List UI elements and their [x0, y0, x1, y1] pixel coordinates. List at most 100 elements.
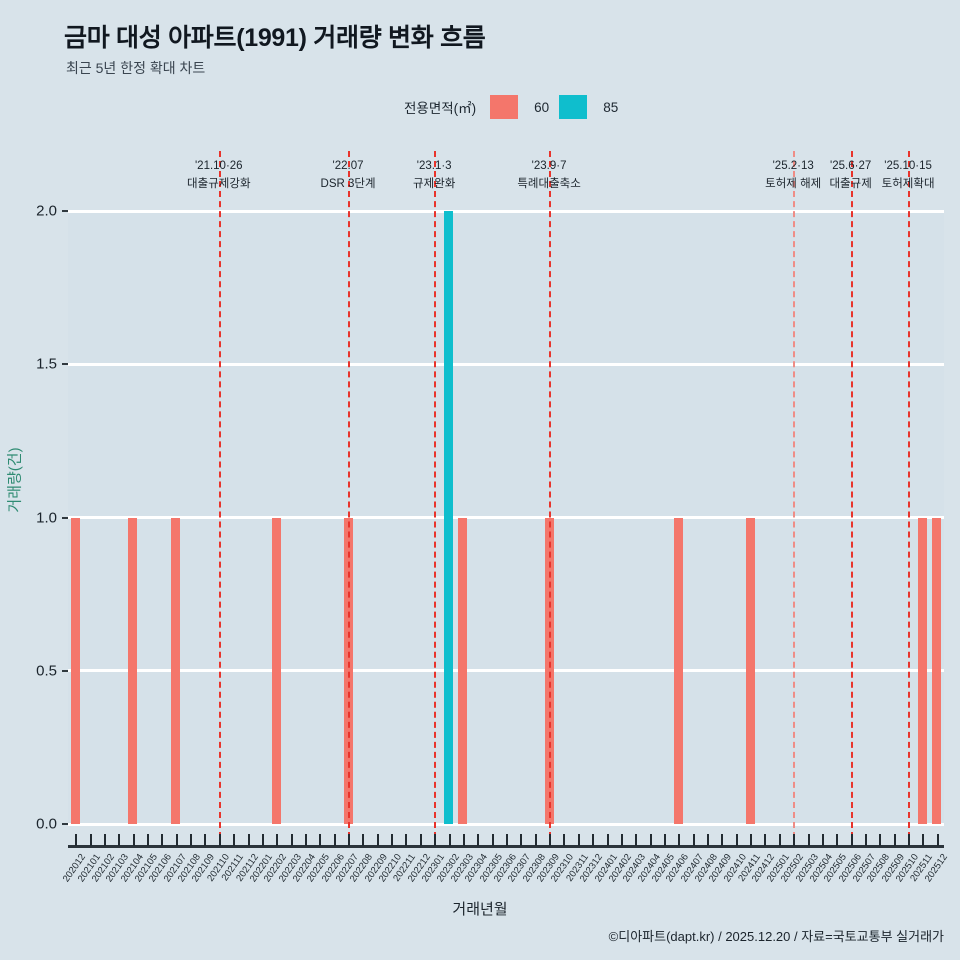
bar[interactable]: [444, 211, 454, 824]
legend-label: 60: [534, 99, 550, 115]
x-axis-tick-mark: [233, 834, 236, 846]
bar[interactable]: [171, 517, 181, 824]
x-axis-line: [68, 845, 944, 848]
bar[interactable]: [128, 517, 138, 824]
x-axis-tick-mark: [103, 834, 106, 846]
legend-item-60[interactable]: 60: [490, 95, 549, 119]
annotation-line: [434, 151, 437, 848]
x-axis-tick-mark: [190, 834, 193, 846]
x-axis-tick-mark: [893, 834, 896, 846]
x-axis-tick-mark: [620, 834, 623, 846]
y-axis-tick-mark: [62, 516, 68, 519]
annotation-line: [218, 151, 221, 848]
bar[interactable]: [745, 517, 755, 824]
x-axis-tick-mark: [663, 834, 666, 846]
annotation-date: '21.10·26: [194, 160, 243, 172]
gridline: [68, 669, 944, 673]
y-axis-label: 거래량(건): [6, 447, 24, 513]
x-axis-tick-mark: [563, 834, 566, 846]
annotation-text: DSR 3단계: [320, 177, 376, 190]
x-axis-tick-mark: [735, 834, 738, 846]
x-axis-tick-mark: [319, 834, 322, 846]
x-axis-tick-mark: [89, 834, 92, 846]
x-axis-tick-mark: [491, 834, 494, 846]
annotation-label: '21.10·26 대출규제강화: [187, 158, 250, 194]
annotation-label: '25.10·15 토허제확대: [882, 158, 935, 194]
annotation-date: '23.9·7: [531, 160, 567, 172]
annotation-line: [348, 151, 351, 848]
x-axis-tick-mark: [836, 834, 839, 846]
x-axis-label: 거래년월: [452, 901, 508, 918]
x-axis-tick-mark: [721, 834, 724, 846]
x-axis-tick-mark: [865, 834, 868, 846]
y-axis-tick-mark: [62, 823, 68, 825]
bar[interactable]: [458, 517, 468, 824]
annotation-label: '25.6·27 대출규제: [829, 158, 871, 194]
annotation-text: 규제완화: [413, 177, 456, 190]
bar[interactable]: [917, 517, 927, 824]
x-axis-tick-mark: [908, 834, 911, 846]
x-axis-tick-mark: [405, 834, 408, 846]
x-axis-tick-mark: [534, 834, 537, 846]
x-axis-tick-mark: [793, 834, 796, 846]
legend-swatch-icon: [490, 95, 519, 119]
x-axis-tick-mark: [434, 834, 437, 846]
annotation-date: '25.6·27: [830, 160, 872, 172]
x-axis-tick-mark: [448, 834, 451, 846]
annotation-text: 대출규제: [829, 177, 872, 190]
x-axis-tick-mark: [922, 834, 925, 846]
x-axis-tick-mark: [577, 834, 580, 846]
annotation-date: '25.10·15: [884, 160, 932, 172]
annotation-line: [793, 151, 796, 848]
x-axis-tick-mark: [218, 834, 221, 846]
annotation-label: '23.9·7 특례대출축소: [517, 158, 580, 194]
x-axis-tick-mark: [592, 834, 595, 846]
annotation-date: '25.2·13: [772, 160, 814, 172]
x-axis-tick-mark: [204, 834, 207, 846]
annotation-line: [908, 151, 911, 848]
x-axis-tick-mark: [506, 834, 508, 846]
bar[interactable]: [70, 517, 80, 824]
y-axis-tick-mark: [62, 669, 68, 672]
annotation-text: 대출규제강화: [187, 177, 251, 190]
legend-swatch-icon: [559, 95, 588, 119]
x-axis-tick-mark: [391, 834, 394, 846]
bar[interactable]: [932, 517, 942, 824]
x-axis-tick-mark: [750, 834, 753, 846]
legend-item-85[interactable]: 85: [559, 95, 618, 119]
bar[interactable]: [271, 517, 281, 824]
x-axis-tick-mark: [549, 834, 552, 846]
x-axis-tick-mark: [348, 834, 351, 846]
legend-label: 85: [603, 99, 619, 115]
x-axis-tick-mark: [635, 834, 638, 846]
y-axis-tick-label: 0.0: [36, 815, 57, 833]
x-axis-tick-mark: [879, 834, 882, 846]
x-axis-tick-mark: [146, 834, 149, 846]
gridline: [68, 516, 944, 519]
x-axis-tick-mark: [821, 834, 824, 846]
x-axis-tick-mark: [132, 834, 135, 846]
x-axis-tick-mark: [362, 834, 365, 846]
x-axis-tick-mark: [161, 834, 164, 846]
y-axis-tick-label: 1.5: [36, 355, 57, 373]
annotation-label: '22.07 DSR 3단계: [321, 158, 376, 194]
plot-area: 0.0 0.5 1.0 1.5 2.0: [36, 151, 944, 848]
page-title: 금마 대성 아파트(1991) 거래량 변화 흐름: [64, 24, 486, 52]
gridline: [68, 362, 944, 366]
page-subtitle: 최근 5년 한정 확대 차트: [66, 60, 206, 76]
x-axis-tick-mark: [807, 834, 810, 846]
x-axis-tick-mark: [276, 834, 279, 846]
annotation-text: 토허제확대: [881, 177, 935, 190]
x-axis-tick-mark: [175, 834, 178, 846]
x-axis-tick-mark: [290, 834, 293, 846]
x-axis-tick-mark: [462, 834, 465, 846]
x-axis-tick-mark: [649, 834, 652, 846]
x-axis-tick-mark: [936, 834, 939, 846]
legend-title: 전용면적(㎡): [404, 101, 477, 116]
y-axis-tick-label: 1.0: [36, 509, 57, 526]
annotation-date: '22.07: [332, 160, 364, 172]
x-axis-tick-mark: [520, 834, 523, 846]
bar[interactable]: [673, 517, 683, 824]
x-axis-tick-mark: [850, 834, 853, 846]
